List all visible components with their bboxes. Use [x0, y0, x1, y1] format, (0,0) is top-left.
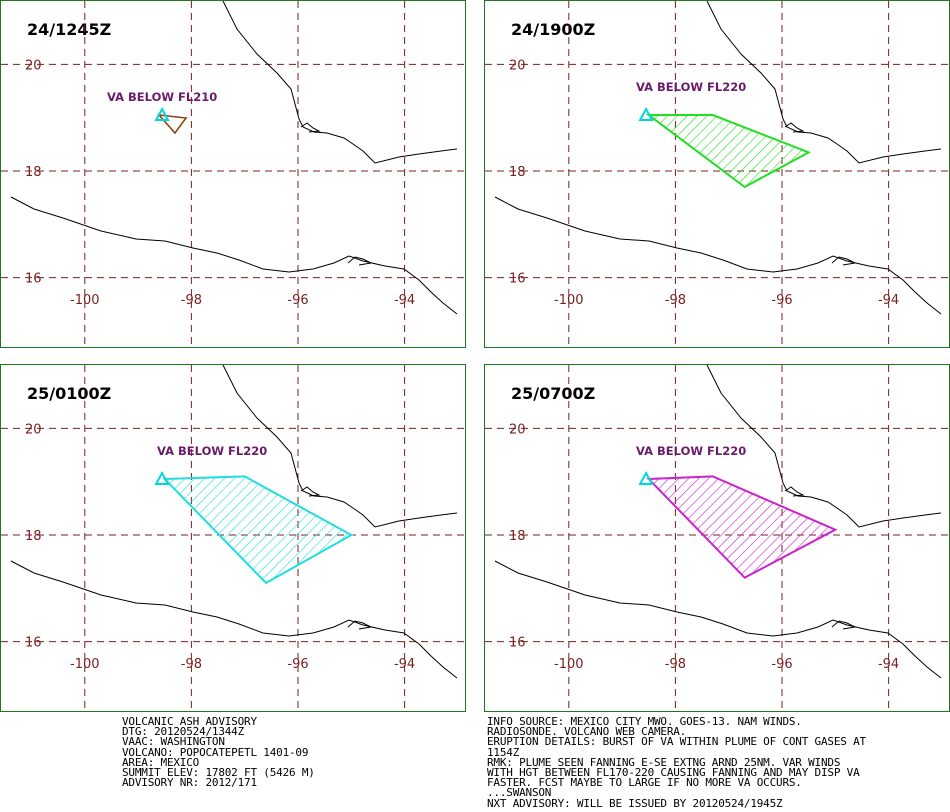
latitude-tick-label: 20 — [509, 422, 526, 437]
advisory-line: ERUPTION DETAILS: BURST OF VA WITHIN PLU… — [487, 735, 866, 749]
advisory-line: ADVISORY NR: 2012/171 — [122, 776, 257, 790]
advisory-remarks-text: INFO SOURCE: MEXICO CITY MWO. GOES-13. N… — [487, 715, 866, 810]
map-panel: 25/0700Z 20 18 16 -100 -98 -96 -94 VA BELOW FL2… — [484, 364, 950, 713]
latitude-tick-label: 20 — [25, 422, 42, 437]
advisory-line: RADIOSONDE. VOLCANO WEB CAMERA. — [487, 725, 687, 739]
map-canvas: 20 18 16 -100 -98 -96 -94 VA BELOW FL210 — [1, 1, 467, 349]
latitude-tick-label: 16 — [509, 636, 526, 651]
advisory-line: 1154Z — [487, 745, 520, 759]
advisory-line: RMK: PLUME SEEN FANNING E-SE EXTNG ARND … — [487, 755, 841, 769]
longitude-tick-label: -98 — [181, 657, 202, 672]
ash-area-polygon — [162, 475, 354, 585]
island-outline — [831, 620, 857, 630]
advisory-line: DTG: 20120524/1344Z — [122, 725, 245, 739]
advisory-line: VOLCANO: POPOCATEPETL 1401-09 — [122, 745, 309, 759]
latitude-tick-label: 18 — [25, 529, 42, 544]
longitude-tick-label: -98 — [181, 293, 202, 308]
map-panel: 24/1245Z 20 18 16 -100 -98 -96 -94 VA BELOW FL2… — [0, 0, 467, 349]
latitude-tick-label: 20 — [25, 58, 42, 73]
ash-area-polygon — [646, 475, 838, 579]
longitude-tick-label: -96 — [771, 293, 792, 308]
volcano-icon — [638, 106, 654, 122]
longitude-tick-label: -94 — [394, 293, 415, 308]
coastline — [494, 560, 942, 679]
coastline — [706, 365, 942, 528]
panel-time-label: 25/0100Z — [27, 384, 112, 403]
longitude-tick-label: -100 — [554, 293, 584, 308]
latitude-tick-label: 18 — [509, 165, 526, 180]
latitude-tick-label: 16 — [25, 636, 42, 651]
panel-time-label: 24/1245Z — [27, 20, 112, 39]
latitude-tick-label: 18 — [25, 165, 42, 180]
advisory-header-text: VOLCANIC ASH ADVISORY DTG: 20120524/1344… — [122, 715, 315, 790]
island-outline — [347, 620, 373, 630]
map-canvas: 20 18 16 -100 -98 -96 -94 VA BELOW FL220 — [485, 365, 950, 713]
panel-time-label: 25/0700Z — [511, 384, 596, 403]
longitude-tick-label: -100 — [70, 293, 100, 308]
ash-level-label: VA BELOW FL210 — [107, 90, 217, 104]
latitude-tick-label: 18 — [509, 529, 526, 544]
longitude-tick-label: -94 — [394, 657, 415, 672]
island-outline — [784, 122, 805, 133]
latitude-tick-label: 16 — [509, 272, 526, 287]
volcano-icon — [638, 470, 654, 486]
ash-level-label: VA BELOW FL220 — [636, 444, 746, 458]
ash-area-polygon — [645, 114, 812, 189]
map-panel: 24/1900Z 20 18 16 -100 -98 -96 -94 VA BELOW FL2… — [484, 0, 950, 349]
advisory-line: VOLCANIC ASH ADVISORY — [122, 715, 257, 728]
coastline — [222, 365, 458, 528]
island-outline — [784, 486, 805, 497]
longitude-tick-label: -94 — [878, 657, 899, 672]
island-outline — [300, 122, 321, 133]
latitude-tick-label: 20 — [509, 58, 526, 73]
longitude-tick-label: -98 — [665, 293, 686, 308]
panel-time-label: 24/1900Z — [511, 20, 596, 39]
advisory-line: ...SWANSON — [487, 786, 552, 800]
coastline — [706, 1, 942, 164]
latitude-tick-label: 16 — [25, 272, 42, 287]
advisory-line: NXT ADVISORY: WILL BE ISSUED BY 20120524… — [487, 796, 783, 810]
longitude-tick-label: -96 — [771, 657, 792, 672]
advisory-line: AREA: MEXICO — [122, 755, 200, 769]
coastline — [494, 196, 942, 315]
island-outline — [831, 256, 857, 266]
volcano-icon — [154, 470, 170, 486]
volcano-icon — [154, 106, 170, 122]
longitude-tick-label: -100 — [70, 657, 100, 672]
advisory-line: FASTER. FCST MAYBE TO LARGE IF NO MORE V… — [487, 776, 802, 790]
advisory-line: INFO SOURCE: MEXICO CITY MWO. GOES-13. N… — [487, 715, 802, 728]
ash-level-label: VA BELOW FL220 — [636, 80, 746, 94]
map-canvas: 20 18 16 -100 -98 -96 -94 VA BELOW FL220 — [485, 1, 950, 349]
coastline — [222, 1, 458, 164]
ash-area-triangle — [157, 113, 188, 135]
island-outline — [300, 486, 321, 497]
longitude-tick-label: -100 — [554, 657, 584, 672]
advisory-line: SUMMIT ELEV: 17802 FT (5426 M) — [122, 766, 315, 780]
longitude-tick-label: -96 — [287, 293, 308, 308]
longitude-tick-label: -98 — [665, 657, 686, 672]
longitude-tick-label: -96 — [287, 657, 308, 672]
coastline — [10, 560, 458, 679]
map-panel: 25/0100Z 20 18 16 -100 -98 -96 -94 VA BELOW FL2… — [0, 364, 467, 713]
advisory-line: WITH HGT BETWEEN FL170-220 CAUSING FANNI… — [487, 766, 860, 780]
coastline — [10, 196, 458, 315]
map-canvas: 20 18 16 -100 -98 -96 -94 VA BELOW FL220 — [1, 365, 467, 713]
island-outline — [347, 256, 373, 266]
ash-level-label: VA BELOW FL220 — [157, 444, 267, 458]
advisory-line: VAAC: WASHINGTON — [122, 735, 225, 749]
longitude-tick-label: -94 — [878, 293, 899, 308]
